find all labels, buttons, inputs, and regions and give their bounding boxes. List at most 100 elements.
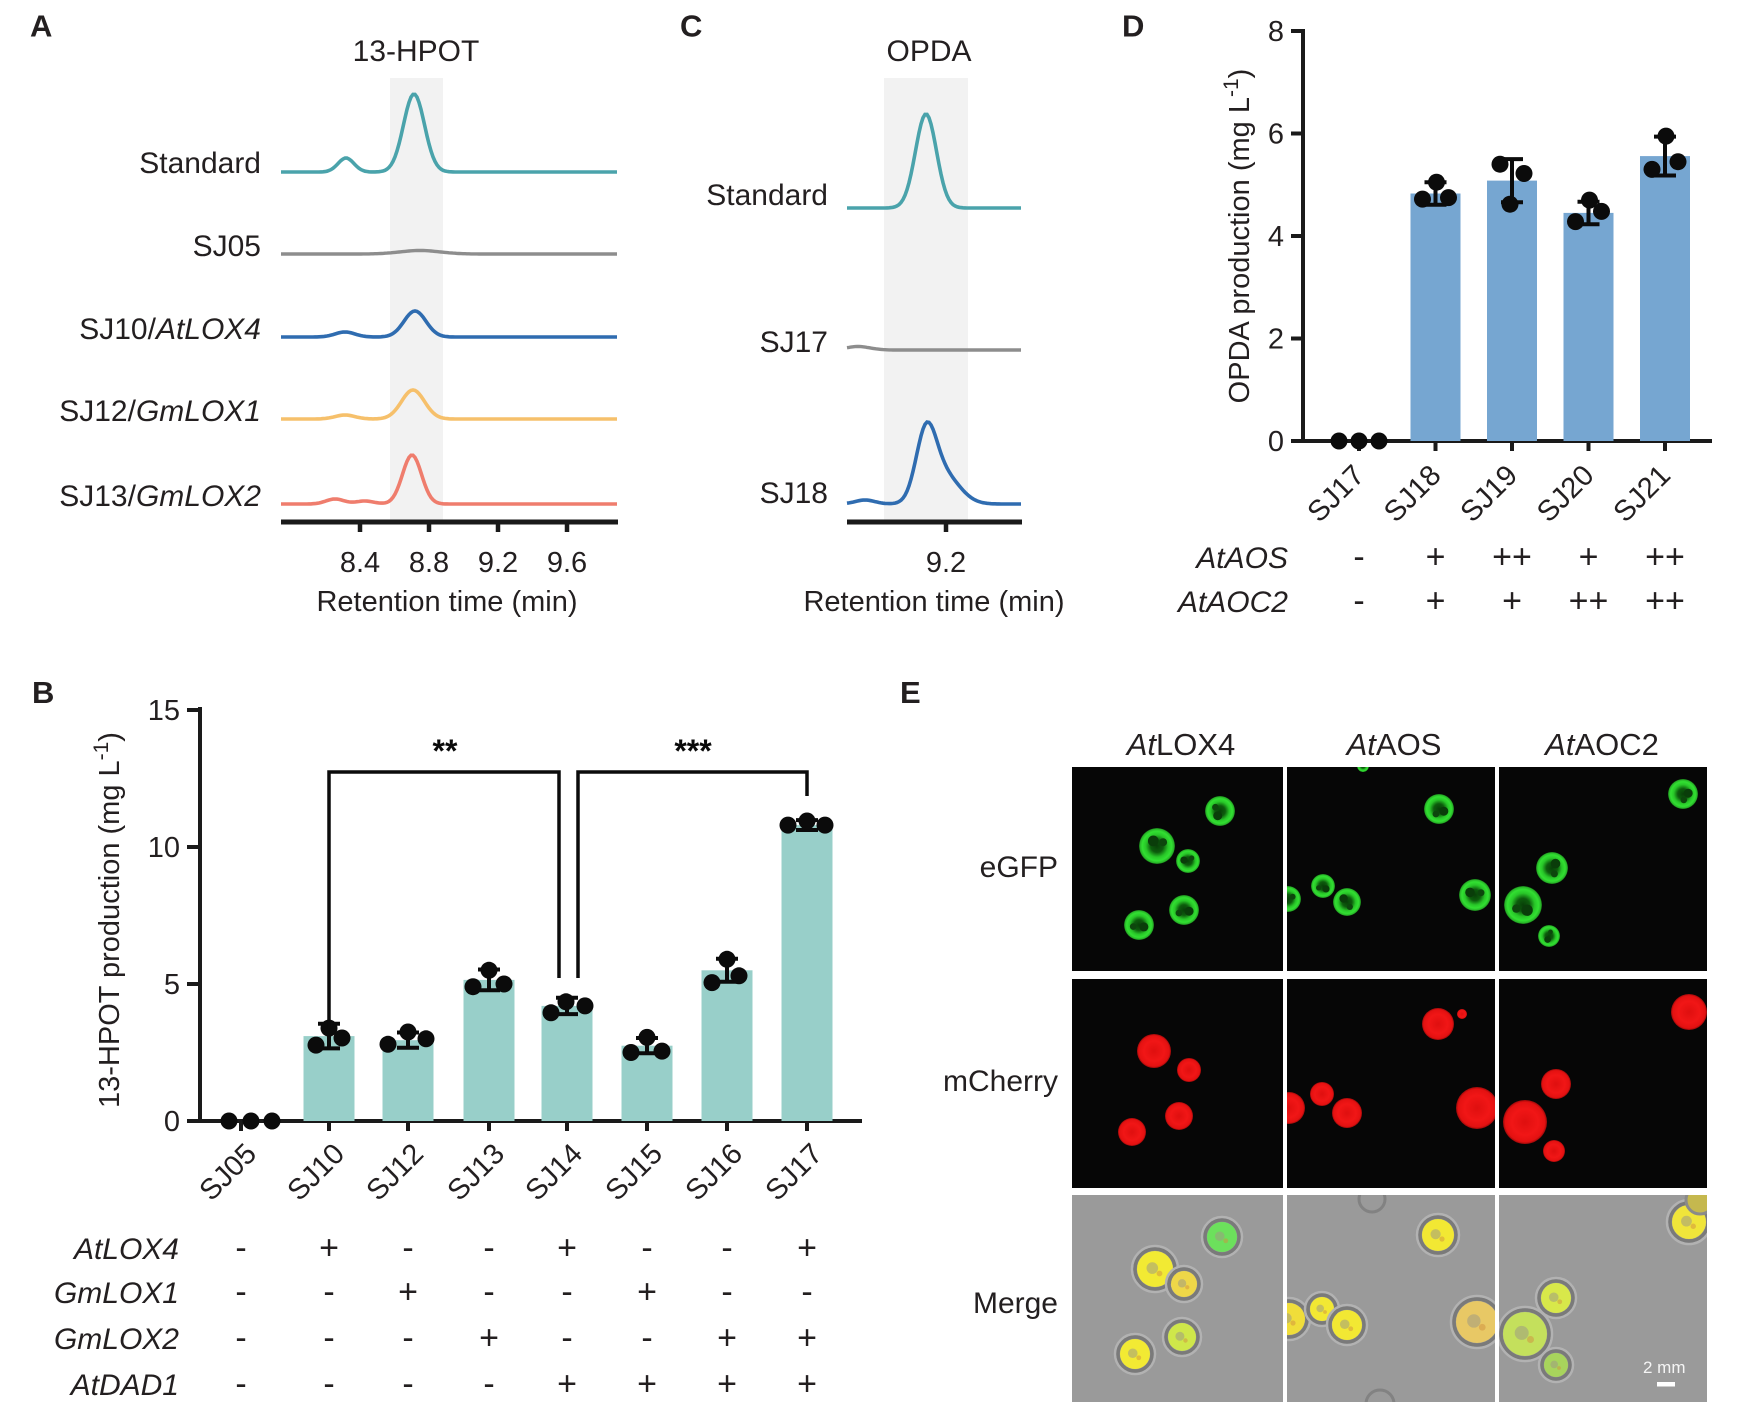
svg-text:-: - [561, 1273, 572, 1311]
svg-text:+: + [1426, 582, 1446, 620]
svg-text:-: - [801, 1273, 812, 1311]
svg-text:AtLOX4: AtLOX4 [1125, 727, 1236, 762]
svg-text:8.8: 8.8 [409, 547, 449, 579]
svg-text:**: ** [433, 733, 458, 769]
svg-text:-: - [402, 1229, 413, 1267]
svg-text:9.6: 9.6 [547, 547, 587, 579]
svg-text:SJ10: SJ10 [282, 1138, 351, 1207]
svg-text:Retention time (min): Retention time (min) [316, 586, 577, 618]
svg-text:0: 0 [1268, 426, 1284, 458]
svg-text:+: + [479, 1319, 499, 1357]
svg-text:+: + [1502, 582, 1522, 620]
svg-text:-: - [235, 1365, 246, 1403]
svg-text:8: 8 [1268, 16, 1284, 48]
svg-text:+: + [398, 1273, 418, 1311]
svg-text:-: - [1353, 582, 1364, 620]
svg-text:SJ17: SJ17 [760, 1138, 829, 1207]
svg-text:-: - [402, 1365, 413, 1403]
svg-text:+: + [717, 1319, 737, 1357]
svg-text:-: - [235, 1319, 246, 1357]
svg-text:-: - [402, 1319, 413, 1357]
svg-text:B: B [32, 675, 54, 710]
svg-text:++: ++ [1492, 538, 1532, 576]
svg-text:SJ18: SJ18 [1378, 459, 1447, 528]
svg-text:OPDA: OPDA [886, 35, 971, 68]
svg-text:SJ05: SJ05 [193, 230, 261, 263]
svg-text:A: A [30, 9, 52, 44]
svg-text:2: 2 [1268, 324, 1284, 356]
svg-text:-: - [561, 1319, 572, 1357]
svg-text:SJ05: SJ05 [194, 1138, 263, 1207]
svg-text:++: ++ [1645, 582, 1685, 620]
svg-text:SJ18: SJ18 [760, 477, 828, 510]
svg-text:15: 15 [148, 695, 180, 727]
svg-text:Retention time (min): Retention time (min) [803, 586, 1064, 618]
svg-text:+: + [319, 1229, 339, 1267]
svg-text:SJ19: SJ19 [1455, 459, 1524, 528]
svg-text:+: + [797, 1365, 817, 1403]
svg-text:-: - [483, 1273, 494, 1311]
svg-text:SJ13/GmLOX2: SJ13/GmLOX2 [59, 480, 261, 513]
svg-text:-: - [721, 1229, 732, 1267]
svg-text:D: D [1122, 9, 1144, 44]
svg-text:AtAOS: AtAOS [1194, 542, 1288, 575]
svg-text:SJ17: SJ17 [760, 326, 828, 359]
svg-text:+: + [1426, 538, 1446, 576]
svg-text:13-HPOT: 13-HPOT [353, 35, 480, 68]
svg-text:Standard: Standard [139, 147, 261, 180]
svg-text:+: + [557, 1365, 577, 1403]
svg-text:2 mm: 2 mm [1643, 1358, 1686, 1377]
svg-text:***: *** [674, 733, 712, 769]
svg-text:-: - [323, 1319, 334, 1357]
svg-text:SJ14: SJ14 [520, 1138, 589, 1207]
svg-text:Merge: Merge [973, 1287, 1058, 1320]
svg-text:8.4: 8.4 [340, 547, 380, 579]
svg-text:-: - [641, 1319, 652, 1357]
svg-text:AtAOS: AtAOS [1345, 727, 1442, 762]
svg-text:eGFP: eGFP [980, 851, 1058, 884]
svg-text:+: + [637, 1365, 657, 1403]
svg-text:+: + [1579, 538, 1599, 576]
svg-text:-: - [235, 1229, 246, 1267]
svg-text:-: - [235, 1273, 246, 1311]
svg-text:6: 6 [1268, 119, 1284, 151]
svg-text:mCherry: mCherry [943, 1065, 1058, 1098]
svg-text:9.2: 9.2 [926, 547, 966, 579]
svg-text:AtLOX4: AtLOX4 [72, 1233, 179, 1266]
svg-text:5: 5 [164, 969, 180, 1001]
svg-text:-: - [721, 1273, 732, 1311]
svg-text:OPDA production (mg L-1): OPDA production (mg L-1) [1220, 69, 1256, 404]
svg-text:GmLOX2: GmLOX2 [54, 1323, 179, 1356]
svg-text:SJ10/AtLOX4: SJ10/AtLOX4 [79, 313, 261, 346]
svg-text:10: 10 [148, 832, 180, 864]
svg-text:13-HPOT production (mg L-1): 13-HPOT production (mg L-1) [90, 732, 126, 1108]
svg-text:+: + [797, 1229, 817, 1267]
svg-text:Standard: Standard [706, 179, 828, 212]
svg-text:C: C [680, 9, 702, 44]
svg-text:4: 4 [1268, 221, 1284, 253]
svg-text:SJ12/GmLOX1: SJ12/GmLOX1 [59, 395, 261, 428]
svg-text:++: ++ [1645, 538, 1685, 576]
svg-text:+: + [557, 1229, 577, 1267]
svg-text:-: - [323, 1273, 334, 1311]
svg-text:GmLOX1: GmLOX1 [54, 1277, 179, 1310]
svg-text:AtAOC2: AtAOC2 [1176, 586, 1288, 619]
svg-text:SJ21: SJ21 [1608, 459, 1677, 528]
svg-text:AtAOC2: AtAOC2 [1543, 727, 1659, 762]
svg-text:++: ++ [1569, 582, 1609, 620]
svg-text:-: - [483, 1365, 494, 1403]
svg-text:SJ17: SJ17 [1302, 459, 1371, 528]
svg-text:+: + [797, 1319, 817, 1357]
svg-text:+: + [717, 1365, 737, 1403]
svg-text:AtDAD1: AtDAD1 [69, 1369, 179, 1402]
svg-text:+: + [637, 1273, 657, 1311]
svg-text:-: - [323, 1365, 334, 1403]
svg-text:-: - [1353, 538, 1364, 576]
svg-text:-: - [641, 1229, 652, 1267]
svg-text:SJ20: SJ20 [1531, 459, 1600, 528]
svg-text:SJ16: SJ16 [680, 1138, 749, 1207]
svg-text:SJ13: SJ13 [442, 1138, 511, 1207]
svg-text:9.2: 9.2 [478, 547, 518, 579]
svg-text:0: 0 [164, 1106, 180, 1138]
svg-text:SJ15: SJ15 [600, 1138, 669, 1207]
